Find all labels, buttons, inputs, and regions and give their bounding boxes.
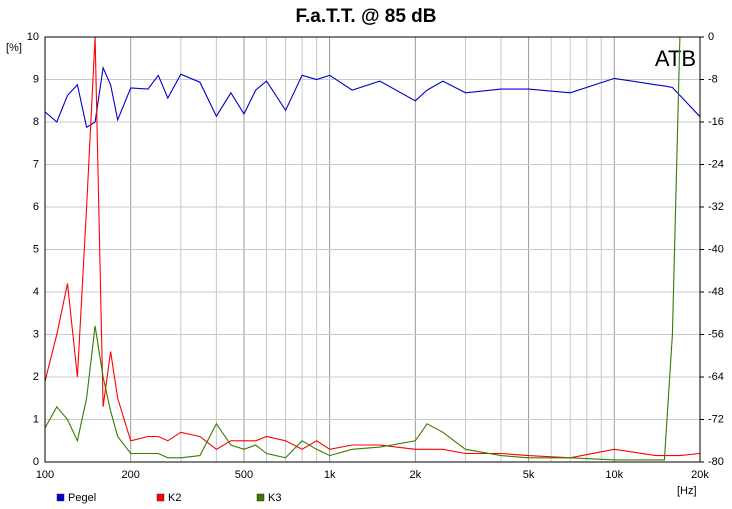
series-line — [45, 37, 700, 461]
y-tick-label: 8 — [33, 116, 39, 128]
y-tick-label: 6 — [33, 201, 39, 213]
y-tick-label: 3 — [33, 328, 39, 340]
y2-tick-label: -72 — [708, 413, 724, 425]
y2-tick-label: -56 — [708, 328, 724, 340]
legend-label: Pegel — [68, 492, 96, 504]
x-tick-label: 1k — [324, 469, 336, 481]
chart-title: F.a.T.T. @ 85 dB — [295, 6, 436, 27]
series-line — [45, 65, 700, 129]
y-tick-label: 4 — [33, 286, 39, 298]
y2-tick-label: -8 — [708, 73, 718, 85]
y-tick-label: 2 — [33, 371, 39, 383]
x-axis-label: [Hz] — [677, 485, 697, 497]
x-tick-label: 5k — [523, 469, 535, 481]
x-tick-label: 500 — [235, 469, 253, 481]
y2-tick-label: -48 — [708, 286, 724, 298]
x-tick-label: 20k — [691, 469, 709, 481]
y2-tick-label: 0 — [708, 31, 714, 43]
x-tick-label: 200 — [122, 469, 140, 481]
y-tick-label: 5 — [33, 243, 39, 255]
y2-tick-label: -64 — [708, 371, 724, 383]
legend-swatch — [56, 493, 65, 502]
y-tick-label: 0 — [33, 456, 39, 468]
y2-tick-label: -32 — [708, 201, 724, 213]
legend-swatch — [156, 493, 165, 502]
y-axis-label: [%] — [6, 42, 22, 54]
y-tick-label: 10 — [27, 31, 39, 43]
annotation: ATB — [655, 46, 696, 71]
x-tick-label: 2k — [410, 469, 422, 481]
y2-tick-label: -24 — [708, 158, 724, 170]
x-tick-label: 10k — [605, 469, 623, 481]
y2-tick-label: -40 — [708, 243, 724, 255]
y-tick-label: 7 — [33, 158, 39, 170]
y-tick-label: 9 — [33, 73, 39, 85]
legend-swatch — [256, 493, 265, 502]
y2-tick-label: -80 — [708, 456, 724, 468]
x-tick-label: 100 — [36, 469, 54, 481]
plot-border — [44, 36, 701, 463]
legend-label: K3 — [268, 492, 281, 504]
y2-tick-label: -16 — [708, 116, 724, 128]
legend-label: K2 — [168, 492, 181, 504]
y-tick-label: 1 — [33, 413, 39, 425]
